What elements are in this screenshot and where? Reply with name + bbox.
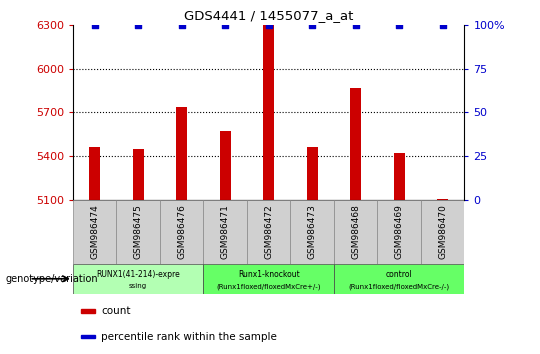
- Bar: [350, 87, 361, 200]
- Bar: [377, 200, 421, 264]
- Bar: [421, 200, 464, 264]
- Point: [221, 22, 230, 28]
- Text: ssing: ssing: [129, 283, 147, 289]
- Text: GSM986476: GSM986476: [177, 204, 186, 259]
- Bar: [394, 153, 404, 200]
- Text: GSM986472: GSM986472: [264, 205, 273, 259]
- Bar: [220, 131, 231, 200]
- Bar: [160, 200, 204, 264]
- Text: control: control: [386, 270, 413, 279]
- Bar: [204, 200, 247, 264]
- Text: GSM986471: GSM986471: [221, 204, 230, 259]
- Bar: [247, 200, 291, 264]
- Bar: [81, 335, 95, 338]
- Bar: [73, 264, 204, 294]
- Bar: [307, 147, 318, 200]
- Point: [265, 22, 273, 28]
- Text: (Runx1floxed/floxedMxCre-/-): (Runx1floxed/floxedMxCre-/-): [349, 283, 450, 290]
- Point: [308, 22, 316, 28]
- Bar: [437, 199, 448, 200]
- Text: RUNX1(41-214)-expre: RUNX1(41-214)-expre: [96, 270, 180, 279]
- Text: GSM986469: GSM986469: [395, 204, 403, 259]
- Text: (Runx1floxed/floxedMxCre+/-): (Runx1floxed/floxedMxCre+/-): [217, 283, 321, 290]
- Bar: [291, 200, 334, 264]
- Text: GSM986470: GSM986470: [438, 204, 447, 259]
- Text: genotype/variation: genotype/variation: [5, 274, 98, 284]
- Bar: [117, 200, 160, 264]
- Text: GSM986474: GSM986474: [90, 205, 99, 259]
- Text: GSM986473: GSM986473: [308, 204, 316, 259]
- Text: GSM986468: GSM986468: [351, 204, 360, 259]
- Point: [352, 22, 360, 28]
- Text: GSM986475: GSM986475: [134, 204, 143, 259]
- Text: count: count: [101, 306, 131, 316]
- Bar: [263, 25, 274, 200]
- Title: GDS4441 / 1455077_a_at: GDS4441 / 1455077_a_at: [184, 9, 353, 22]
- Bar: [334, 264, 464, 294]
- Bar: [176, 107, 187, 200]
- Bar: [334, 200, 377, 264]
- Point: [134, 22, 143, 28]
- Bar: [133, 149, 144, 200]
- Bar: [204, 264, 334, 294]
- Bar: [73, 200, 117, 264]
- Text: percentile rank within the sample: percentile rank within the sample: [101, 332, 277, 342]
- Bar: [89, 147, 100, 200]
- Point: [90, 22, 99, 28]
- Text: Runx1-knockout: Runx1-knockout: [238, 270, 300, 279]
- Point: [177, 22, 186, 28]
- Point: [395, 22, 403, 28]
- Bar: [81, 309, 95, 313]
- Point: [438, 22, 447, 28]
